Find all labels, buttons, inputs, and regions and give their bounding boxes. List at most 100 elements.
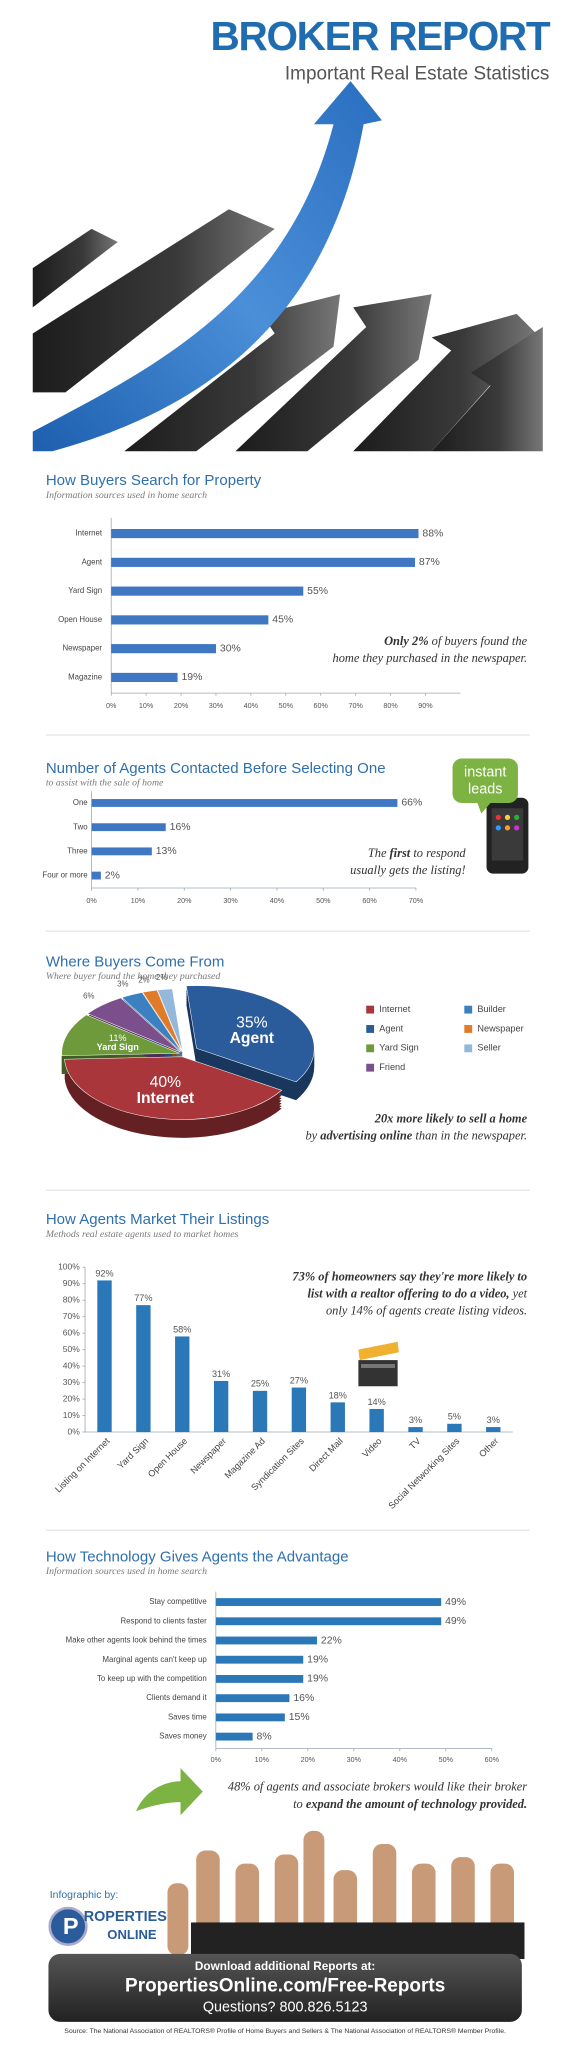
slice-label: 3% [117, 980, 128, 989]
credit: Infographic by: [50, 1890, 119, 1901]
annotation-part: list with a realtor offering to do a vid… [307, 1287, 509, 1301]
value-label: 49% [445, 1597, 466, 1608]
bar [215, 1617, 442, 1626]
value-label: 31% [212, 1369, 230, 1379]
x-tick-label: 30% [209, 701, 224, 710]
category-label: Stay competitive [149, 1597, 206, 1606]
badge [452, 758, 529, 874]
bar [215, 1655, 304, 1664]
slice-label: 6% [83, 992, 94, 1001]
value-label: 45% [272, 615, 293, 626]
x-tick-label: 30% [347, 1755, 362, 1764]
bar [136, 1305, 151, 1433]
bar [215, 1732, 253, 1741]
y-tick-label: 30% [63, 1377, 80, 1387]
legend-swatch [464, 1005, 473, 1014]
value-label: 49% [445, 1616, 466, 1627]
legend-label: Internet [379, 1004, 410, 1014]
x-tick-label: 30% [223, 896, 238, 905]
value-label: 88% [422, 528, 443, 539]
bar [408, 1427, 423, 1433]
x-tick-label: 20% [174, 701, 189, 710]
bar [215, 1694, 290, 1703]
x-tick-label: 70% [409, 896, 424, 905]
y-tick-label: 40% [63, 1360, 80, 1370]
slice-label: 2% [138, 975, 149, 984]
annotation: 73% of homeowners say they're more likel… [292, 1270, 527, 1284]
legend-label: Builder [477, 1004, 505, 1014]
annotation-part: 73% of homeowners say they're more likel… [292, 1270, 527, 1284]
y-tick-label: 70% [63, 1311, 80, 1321]
annotation-part: first [390, 846, 411, 860]
x-tick-label: 40% [393, 1755, 408, 1764]
chart-subtitle: Information sources used in home search [45, 1566, 207, 1577]
category-label: Magazine [68, 673, 102, 682]
slice-label: 11% [109, 1033, 127, 1043]
pie-slice [61, 1014, 180, 1056]
arrow-icon [136, 1768, 203, 1816]
download-box [48, 1953, 522, 2022]
legend-swatch [464, 1025, 473, 1033]
bar [91, 871, 101, 880]
slice-label: 40% [150, 1074, 181, 1091]
y-tick-label: 60% [63, 1327, 80, 1337]
annotation: 20x more likely to sell a home [374, 1111, 528, 1125]
slice-label: 2% [156, 973, 167, 982]
x-tick-label: 70% [348, 701, 363, 710]
x-tick-label: 10% [131, 896, 146, 905]
chart-subtitle: Methods real estate agents used to marke… [45, 1229, 239, 1240]
value-label: 5% [448, 1412, 461, 1422]
x-tick-label: 60% [314, 701, 329, 710]
pie-slice [121, 992, 182, 1052]
y-tick-label: 90% [63, 1278, 80, 1288]
slice-label: 35% [236, 1014, 267, 1031]
value-label: 13% [156, 846, 177, 857]
value-label: 16% [293, 1693, 314, 1704]
header-subtitle: Important Real Estate Statistics [285, 64, 549, 85]
annotation: to expand the amount of technology provi… [293, 1797, 527, 1811]
annotation-part: advertising online [320, 1128, 413, 1142]
category-label: Newspaper [62, 644, 102, 653]
annotation-part: to respond [410, 846, 466, 860]
category-label: One [73, 798, 88, 807]
value-label: 30% [220, 643, 241, 654]
chart-subtitle: Where buyer found the home they purchase… [46, 971, 221, 982]
logo-mark [48, 1906, 88, 1946]
annotation: only 14% of agents create listing videos… [326, 1304, 527, 1318]
legend-label: Friend [379, 1062, 405, 1072]
header-art [32, 81, 543, 452]
category-label: Open House [58, 615, 102, 624]
pie-slice [185, 985, 315, 1083]
annotation: 48% of agents and associate brokers woul… [228, 1780, 527, 1794]
x-tick-label: 0% [106, 701, 117, 710]
category-label: Saves time [168, 1712, 207, 1721]
y-tick-label: 10% [63, 1410, 80, 1420]
source: Source: The National Association of REAL… [64, 2027, 506, 2035]
category-label: Agent [82, 557, 103, 566]
chart-title: How Buyers Search for Property [46, 472, 262, 489]
bar [91, 799, 398, 807]
slice-name: Yard Sign [97, 1042, 140, 1052]
bar [213, 1380, 229, 1433]
category-label: To keep up with the competition [97, 1674, 207, 1683]
bar [111, 557, 416, 567]
x-tick-label: 0% [86, 896, 97, 905]
bar [91, 823, 166, 832]
value-label: 8% [257, 1731, 272, 1742]
annotation-part: The [368, 846, 390, 860]
legend-label: Agent [379, 1023, 403, 1033]
legend-label: Yard Sign [379, 1043, 418, 1053]
legend-label: Seller [477, 1043, 500, 1053]
x-tick-label: Video [360, 1436, 383, 1459]
annotation: usually gets the listing! [350, 863, 465, 877]
x-tick-label: Yard Sign [115, 1436, 150, 1471]
bar [111, 529, 419, 539]
x-tick-label: 90% [418, 701, 433, 710]
x-tick-label: 80% [383, 701, 398, 710]
category-label: Respond to clients faster [121, 1616, 208, 1625]
badge-text: leads [468, 782, 502, 798]
bar [330, 1402, 345, 1433]
download-url[interactable]: PropertiesOnline.com/Free-Reports [125, 1976, 445, 1997]
x-tick-label: Other [477, 1436, 500, 1459]
